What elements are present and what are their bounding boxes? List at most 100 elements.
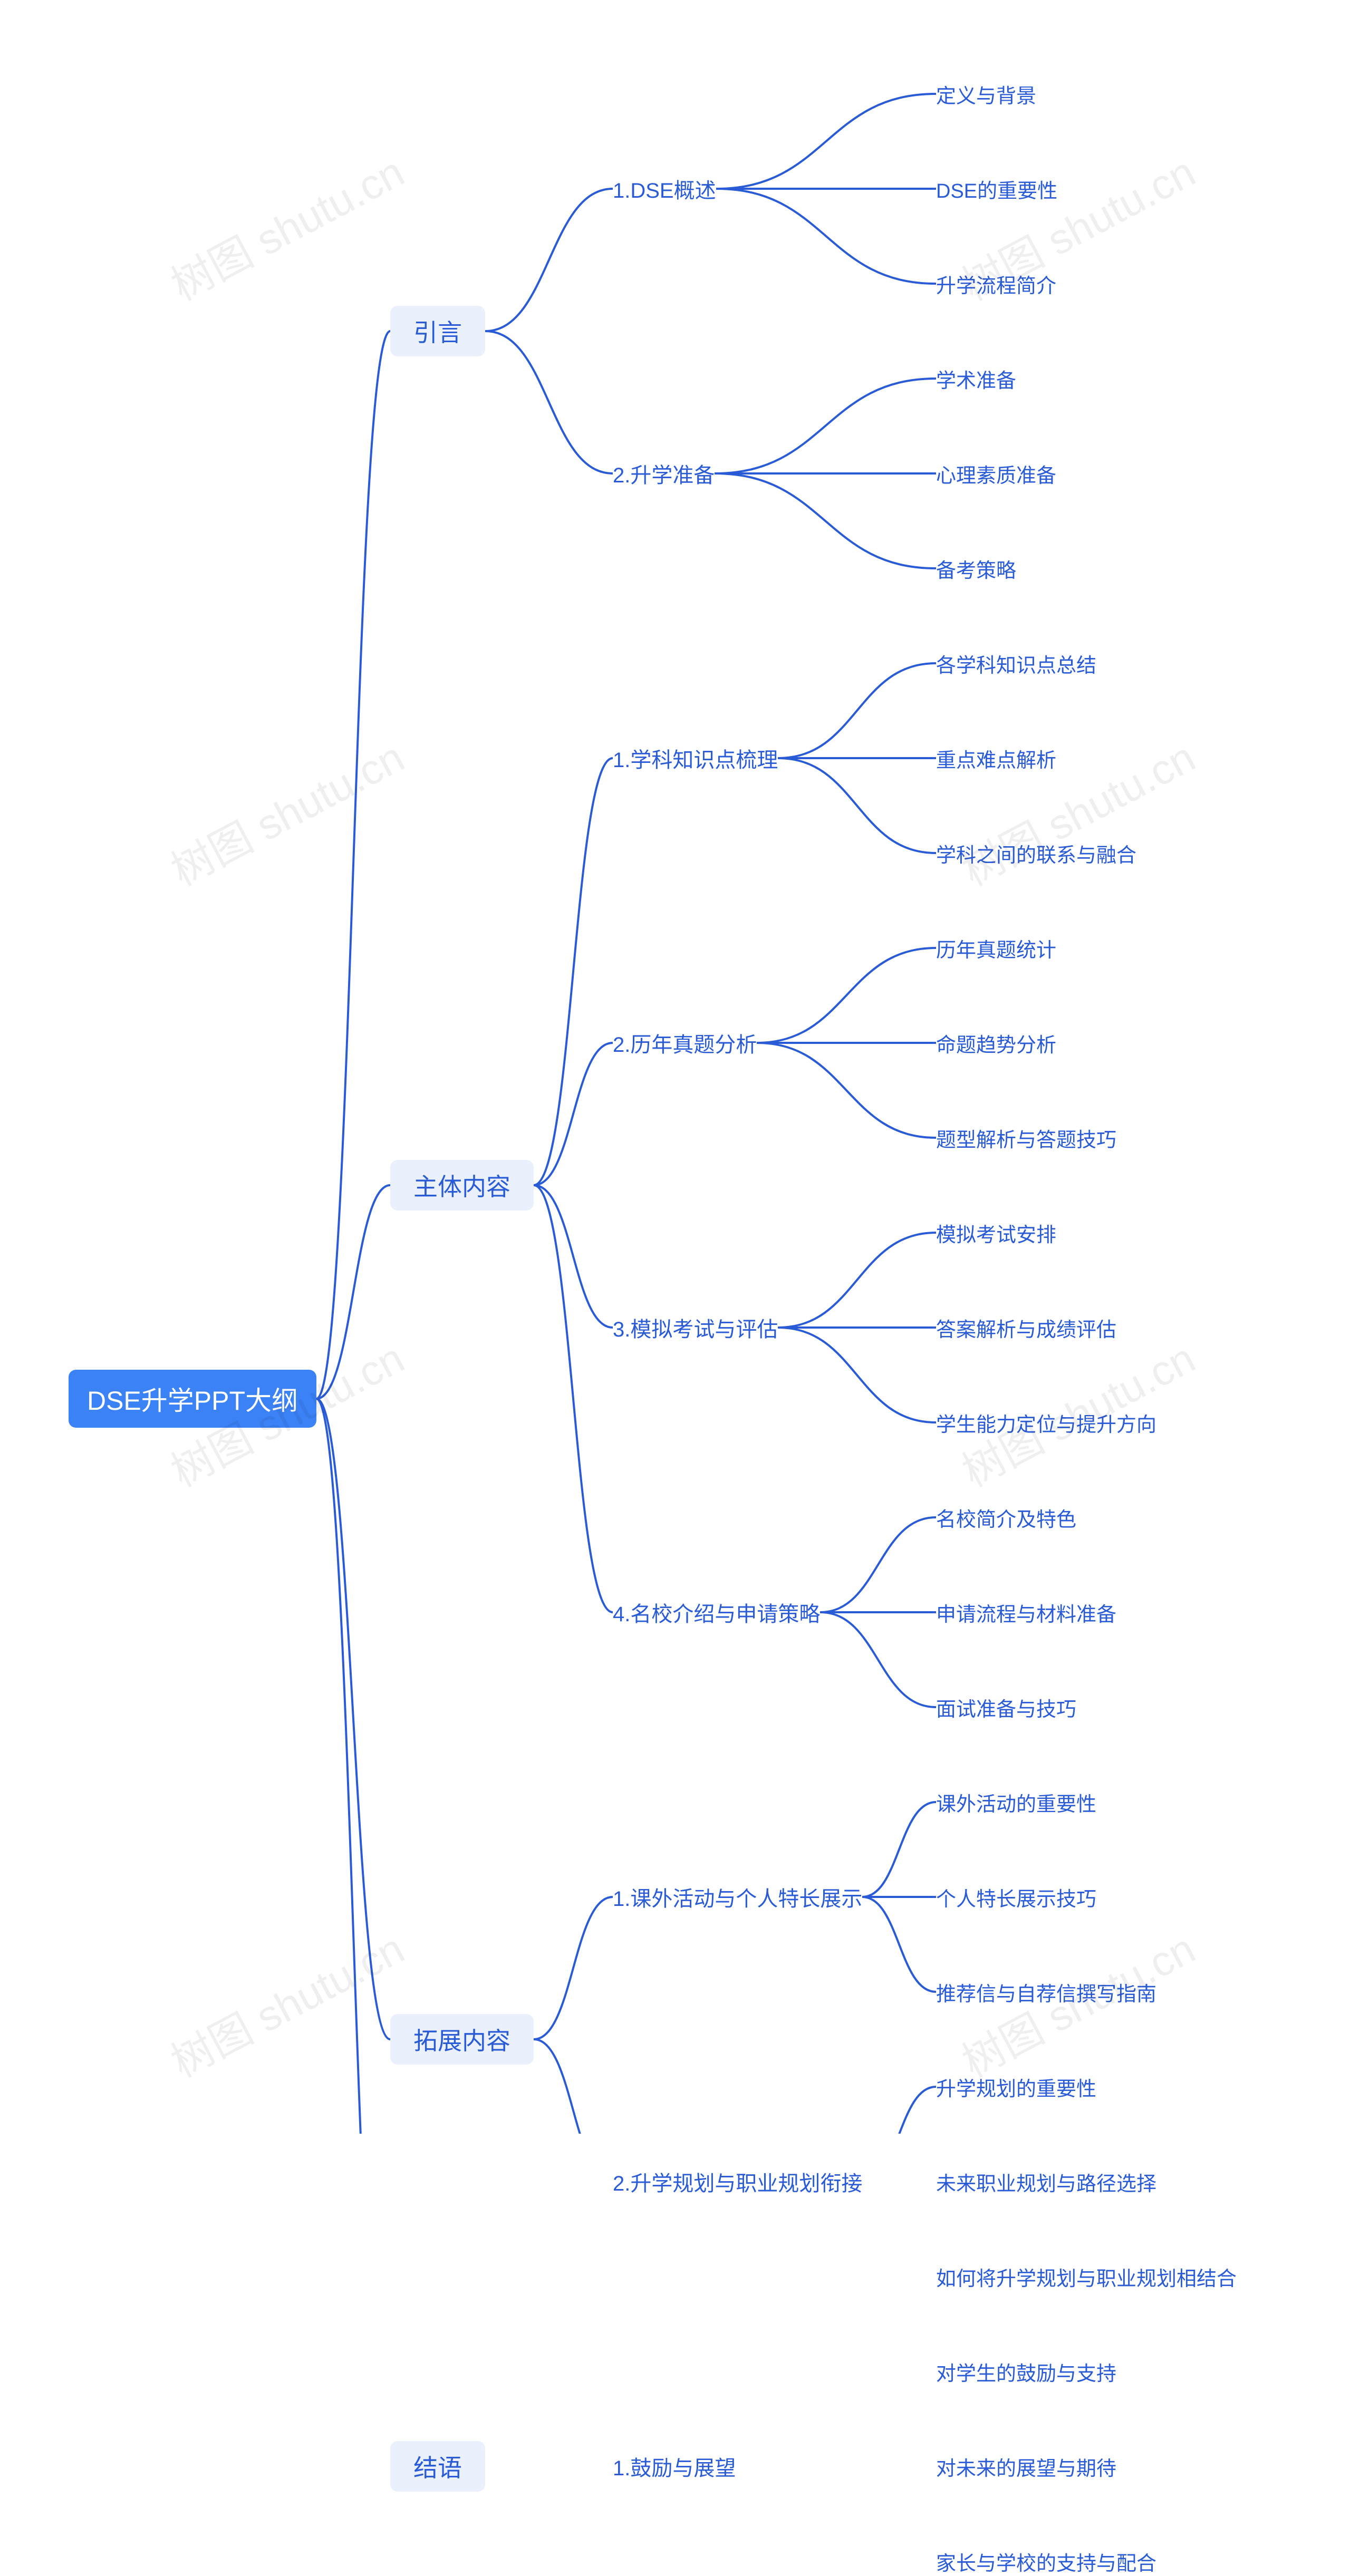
- connector: [316, 1399, 390, 2134]
- node-label: 2.升学准备: [613, 458, 715, 489]
- connector: [715, 379, 936, 473]
- node-label: 命题趋势分析: [936, 1029, 1056, 1058]
- mindmap-node-l4-16[interactable]: 申请流程与材料准备: [936, 1598, 1116, 1627]
- connector: [534, 1185, 613, 1612]
- mindmap-node-l4-1[interactable]: DSE的重要性: [936, 175, 1057, 204]
- node-label: 题型解析与答题技巧: [936, 1124, 1116, 1153]
- connector: [862, 2087, 936, 2134]
- mindmap-node-l3-5[interactable]: 4.名校介绍与申请策略: [613, 1597, 820, 1628]
- mindmap-node-l4-26[interactable]: 家长与学校的支持与配合: [936, 2547, 1156, 2576]
- mindmap-node-l4-3[interactable]: 学术准备: [936, 364, 1016, 393]
- node-label: 学科之间的联系与融合: [936, 839, 1136, 868]
- node-label: 个人特长展示技巧: [936, 1883, 1096, 1912]
- node-label: DSE升学PPT大纲: [87, 1380, 298, 1418]
- node-label: 1.学科知识点梳理: [613, 743, 778, 773]
- mindmap-node-l3-4[interactable]: 3.模拟考试与评估: [613, 1312, 778, 1343]
- node-label: 引言: [413, 314, 462, 348]
- mindmap-node-l4-18[interactable]: 课外活动的重要性: [936, 1788, 1096, 1817]
- mindmap-node-l3-2[interactable]: 1.学科知识点梳理: [613, 743, 778, 773]
- mindmap-node-l4-15[interactable]: 名校简介及特色: [936, 1503, 1076, 1532]
- mindmap-node-l3-1[interactable]: 2.升学准备: [613, 458, 715, 489]
- node-label: 各学科知识点总结: [936, 649, 1096, 678]
- mindmap-node-l4-0[interactable]: 定义与背景: [936, 80, 1036, 109]
- mindmap-node-l2-0[interactable]: 引言: [390, 306, 485, 356]
- connector: [757, 948, 936, 1043]
- connector: [534, 758, 613, 1185]
- mindmap-node-l3-0[interactable]: 1.DSE概述: [613, 173, 716, 204]
- node-label: 推荐信与自荐信撰写指南: [936, 1978, 1156, 2007]
- node-label: 备考策略: [936, 554, 1016, 583]
- mindmap-node-l2-3[interactable]: 结语: [390, 2441, 485, 2492]
- node-label: 1.课外活动与个人特长展示: [613, 1882, 862, 1912]
- connector: [316, 331, 390, 1399]
- node-label: 3.模拟考试与评估: [613, 1312, 778, 1343]
- node-label: 拓展内容: [413, 2022, 510, 2057]
- mindmap-node-l4-19[interactable]: 个人特长展示技巧: [936, 1883, 1096, 1912]
- connector: [715, 473, 936, 568]
- mindmap-node-l4-5[interactable]: 备考策略: [936, 554, 1016, 583]
- mindmap-node-l4-24[interactable]: 对学生的鼓励与支持: [936, 2357, 1116, 2386]
- mindmap-node-l4-23[interactable]: 如何将升学规划与职业规划相结合: [936, 2262, 1237, 2291]
- node-label: 对学生的鼓励与支持: [936, 2357, 1116, 2386]
- mindmap-node-l4-6[interactable]: 各学科知识点总结: [936, 649, 1096, 678]
- node-label: 定义与背景: [936, 80, 1036, 109]
- mindmap-canvas: DSE升学PPT大纲引言主体内容拓展内容结语1.DSE概述2.升学准备1.学科知…: [0, 0, 1350, 2134]
- connector: [716, 189, 936, 284]
- node-label: 面试准备与技巧: [936, 1693, 1076, 1722]
- node-label: 对未来的展望与期待: [936, 2452, 1116, 2481]
- node-label: 如何将升学规划与职业规划相结合: [936, 2262, 1237, 2291]
- mindmap-node-l4-14[interactable]: 学生能力定位与提升方向: [936, 1408, 1156, 1437]
- node-label: 升学流程简介: [936, 269, 1056, 298]
- mindmap-node-l4-10[interactable]: 命题趋势分析: [936, 1029, 1056, 1058]
- connector: [534, 2039, 613, 2134]
- node-label: 主体内容: [413, 1168, 510, 1203]
- node-label: 模拟考试安排: [936, 1218, 1056, 1247]
- watermark: 树图 shutu.cn: [159, 139, 413, 313]
- connector: [316, 1399, 390, 2039]
- mindmap-node-l4-11[interactable]: 题型解析与答题技巧: [936, 1124, 1116, 1153]
- connector: [778, 663, 936, 758]
- node-label: 心理素质准备: [936, 459, 1056, 488]
- connector: [778, 758, 936, 853]
- node-label: 未来职业规划与路径选择: [936, 2167, 1156, 2196]
- connector: [534, 1043, 613, 1185]
- mindmap-node-l4-4[interactable]: 心理素质准备: [936, 459, 1056, 488]
- mindmap-node-l4-17[interactable]: 面试准备与技巧: [936, 1693, 1076, 1722]
- mindmap-node-l4-13[interactable]: 答案解析与成绩评估: [936, 1313, 1116, 1342]
- connector: [716, 94, 936, 189]
- mindmap-node-l4-22[interactable]: 未来职业规划与路径选择: [936, 2167, 1156, 2196]
- node-label: 1.鼓励与展望: [613, 2451, 736, 2482]
- connector: [485, 331, 613, 473]
- mindmap-node-l3-8[interactable]: 1.鼓励与展望: [613, 2451, 736, 2482]
- node-label: 名校简介及特色: [936, 1503, 1076, 1532]
- connector: [820, 1517, 936, 1612]
- node-label: 历年真题统计: [936, 934, 1056, 963]
- node-label: 申请流程与材料准备: [936, 1598, 1116, 1627]
- mindmap-node-l2-2[interactable]: 拓展内容: [390, 2014, 534, 2065]
- mindmap-node-root[interactable]: DSE升学PPT大纲: [69, 1370, 316, 1428]
- mindmap-node-l4-21[interactable]: 升学规划的重要性: [936, 2073, 1096, 2102]
- mindmap-node-l4-9[interactable]: 历年真题统计: [936, 934, 1056, 963]
- connector: [534, 1185, 613, 1328]
- mindmap-node-l4-25[interactable]: 对未来的展望与期待: [936, 2452, 1116, 2481]
- mindmap-node-l4-8[interactable]: 学科之间的联系与融合: [936, 839, 1136, 868]
- mindmap-node-l3-3[interactable]: 2.历年真题分析: [613, 1028, 757, 1058]
- mindmap-node-l4-12[interactable]: 模拟考试安排: [936, 1218, 1056, 1247]
- node-label: 课外活动的重要性: [936, 1788, 1096, 1817]
- watermark: 树图 shutu.cn: [159, 724, 413, 898]
- mindmap-node-l4-20[interactable]: 推荐信与自荐信撰写指南: [936, 1978, 1156, 2007]
- node-label: 2.历年真题分析: [613, 1028, 757, 1058]
- connector: [862, 1802, 936, 1897]
- mindmap-node-l2-1[interactable]: 主体内容: [390, 1160, 534, 1210]
- mindmap-node-l3-7[interactable]: 2.升学规划与职业规划衔接: [613, 2166, 862, 2197]
- node-label: 升学规划的重要性: [936, 2073, 1096, 2102]
- connector: [316, 1185, 390, 1399]
- node-label: 1.DSE概述: [613, 173, 716, 204]
- connector: [485, 189, 613, 331]
- node-label: 2.升学规划与职业规划衔接: [613, 2166, 862, 2197]
- mindmap-node-l4-2[interactable]: 升学流程简介: [936, 269, 1056, 298]
- mindmap-node-l3-6[interactable]: 1.课外活动与个人特长展示: [613, 1882, 862, 1912]
- node-label: DSE的重要性: [936, 175, 1057, 204]
- mindmap-node-l4-7[interactable]: 重点难点解析: [936, 744, 1056, 773]
- connector: [778, 1328, 936, 1422]
